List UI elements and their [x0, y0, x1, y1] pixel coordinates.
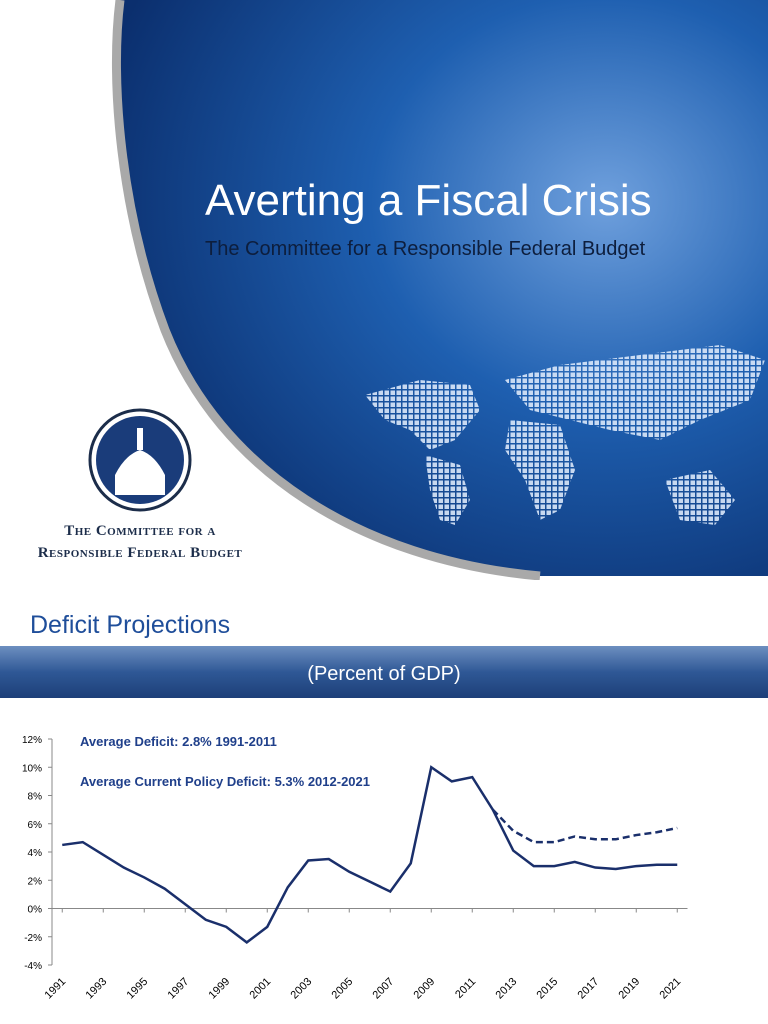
y-tick-label: 6% [28, 820, 43, 831]
series-line [62, 765, 678, 944]
y-tick-label: -2% [24, 933, 42, 944]
y-tick-label: 2% [28, 876, 43, 887]
y-tick-label: 10% [22, 763, 42, 774]
y-tick-label: 0% [28, 905, 43, 916]
annotation: Average Deficit: 2.8% 1991-2011 [80, 734, 277, 749]
banner [0, 646, 768, 698]
world-map [365, 345, 765, 525]
blue-panel [116, 0, 768, 576]
logo-line: The Committee for a [64, 523, 216, 539]
y-tick-label: 4% [28, 848, 43, 859]
y-tick-label: 8% [28, 792, 43, 803]
logo-line: Responsible Federal Budget [38, 545, 243, 561]
logo [88, 408, 192, 512]
curve [111, 0, 541, 581]
y-tick-label: -4% [24, 961, 42, 972]
title: Averting a Fiscal Crisis [205, 176, 652, 225]
y-tick-label: 12% [22, 735, 42, 746]
chart: -4%-2%0%2%4%6%8%10%12%1991 1993 1995 1997 19… [22, 734, 688, 1001]
series-line [491, 808, 678, 844]
banner-text: (Percent of GDP) [307, 663, 460, 685]
annotation: Average Current Policy Deficit: 5.3% 201… [80, 774, 370, 789]
heading: Deficit Projections [30, 611, 230, 639]
subtitle: The Committee for a Responsible Federal … [205, 238, 646, 260]
